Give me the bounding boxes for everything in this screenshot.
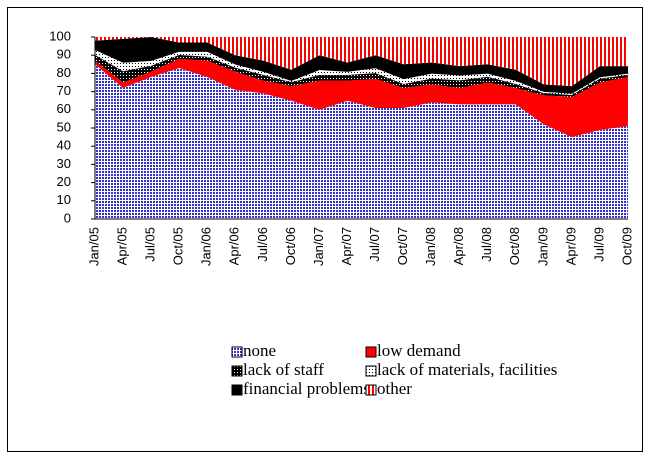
legend-label: lack of staff bbox=[243, 360, 324, 379]
y-tick-label: 80 bbox=[57, 65, 71, 80]
x-tick-label: Jul/09 bbox=[591, 227, 606, 262]
y-tick-label: 90 bbox=[57, 47, 71, 62]
legend-marker bbox=[365, 384, 377, 396]
x-tick-label: Oct/09 bbox=[619, 227, 634, 265]
x-tick-label: Oct/07 bbox=[395, 227, 410, 265]
x-tick-label: Jan/05 bbox=[86, 227, 101, 266]
legend-marker bbox=[365, 365, 377, 377]
x-tick-label: Jul/05 bbox=[143, 227, 158, 262]
y-tick-label: 20 bbox=[57, 174, 71, 189]
legend-marker bbox=[365, 346, 377, 358]
y-tick-label: 100 bbox=[49, 28, 71, 43]
area bbox=[95, 55, 628, 98]
area bbox=[95, 37, 628, 94]
legend-label: financial problems bbox=[243, 379, 370, 398]
legend-marker bbox=[231, 365, 243, 377]
x-tick-label: Jan/09 bbox=[535, 227, 550, 266]
x-tick-label: Jul/07 bbox=[367, 227, 382, 262]
legend-marker bbox=[231, 384, 243, 396]
y-tick-label: 60 bbox=[57, 101, 71, 116]
x-tick-label: Apr/05 bbox=[114, 227, 129, 265]
x-tick-label: Jul/06 bbox=[255, 227, 270, 262]
x-tick-label: Apr/06 bbox=[227, 227, 242, 265]
x-tick-label: Apr/09 bbox=[563, 227, 578, 265]
frame bbox=[7, 7, 643, 452]
legend-marker bbox=[231, 346, 243, 358]
x-tick-label: Oct/06 bbox=[283, 227, 298, 265]
legend-label: low demand bbox=[377, 341, 461, 360]
y-tick-label: 10 bbox=[57, 192, 71, 207]
y-tick-label: 40 bbox=[57, 138, 71, 153]
legend-label: none bbox=[243, 341, 276, 360]
y-tick-label: 70 bbox=[57, 83, 71, 98]
area bbox=[95, 58, 628, 138]
x-tick-label: Oct/08 bbox=[507, 227, 522, 265]
x-tick-label: Jan/06 bbox=[199, 227, 214, 266]
legend-label: lack of materials, facilities bbox=[377, 360, 557, 379]
y-tick-label: 30 bbox=[57, 156, 71, 171]
y-tick-label: 0 bbox=[64, 210, 71, 225]
x-tick-label: Jul/08 bbox=[479, 227, 494, 262]
x-tick-label: Apr/07 bbox=[339, 227, 354, 265]
area bbox=[95, 64, 628, 219]
area bbox=[94, 49, 629, 96]
x-tick-label: Oct/05 bbox=[171, 227, 186, 265]
x-tick-label: Jan/08 bbox=[423, 227, 438, 266]
area bbox=[95, 37, 628, 87]
legend-label: other bbox=[377, 379, 412, 398]
x-tick-label: Jan/07 bbox=[311, 227, 326, 266]
x-tick-label: Apr/08 bbox=[451, 227, 466, 265]
y-tick-label: 50 bbox=[57, 119, 71, 134]
